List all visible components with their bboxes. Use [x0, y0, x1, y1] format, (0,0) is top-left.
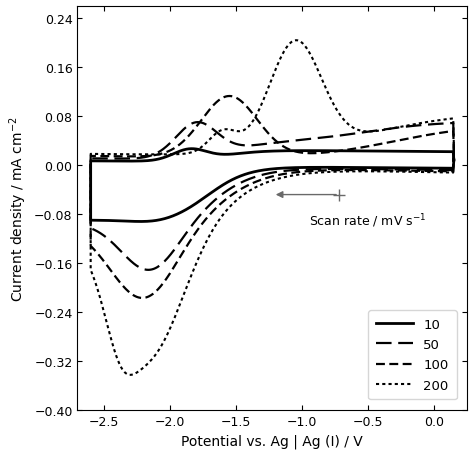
- Legend: 10, 50, 100, 200: 10, 50, 100, 200: [368, 310, 456, 399]
- Text: Scan rate / mV s$^{-1}$: Scan rate / mV s$^{-1}$: [309, 212, 426, 229]
- X-axis label: Potential vs. Ag | Ag (I) / V: Potential vs. Ag | Ag (I) / V: [182, 434, 363, 448]
- Y-axis label: Current density / mA cm$^{-2}$: Current density / mA cm$^{-2}$: [7, 116, 28, 301]
